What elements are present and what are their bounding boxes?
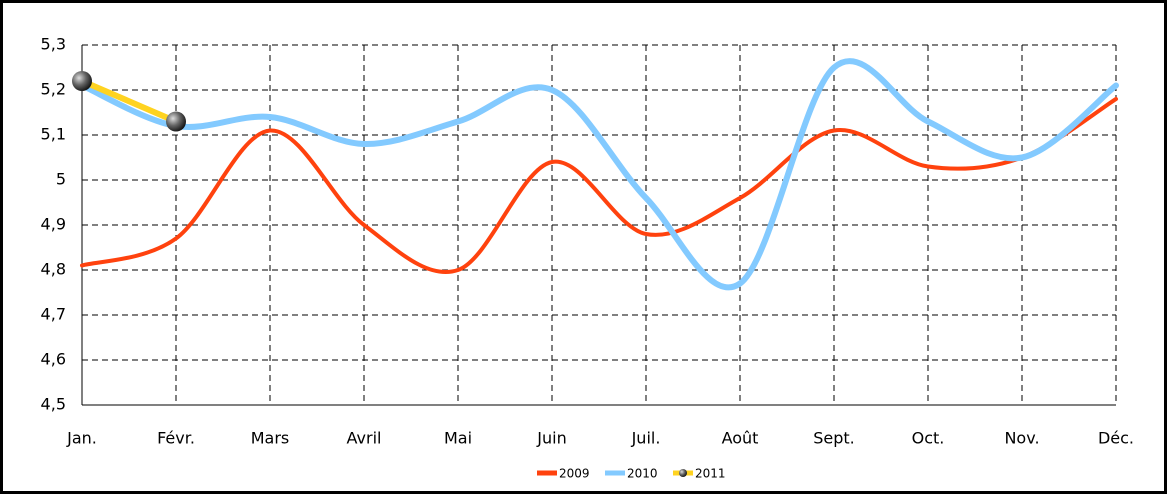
y-tick-label: 5 xyxy=(56,170,66,189)
legend-label: 2010 xyxy=(627,467,658,481)
series-line xyxy=(80,97,1118,274)
x-tick-label: Sept. xyxy=(813,429,855,448)
y-tick-label: 4,8 xyxy=(41,260,66,279)
x-tick-label: Nov. xyxy=(1004,429,1039,448)
point-marker xyxy=(166,111,186,132)
x-tick-label: Déc. xyxy=(1098,429,1134,448)
series-line xyxy=(79,58,1119,291)
legend-label: 2009 xyxy=(559,467,590,481)
y-tick-label: 4,6 xyxy=(41,350,66,369)
y-tick-label: 4,5 xyxy=(41,395,66,414)
x-tick-label: Févr. xyxy=(157,429,195,448)
x-tick-label: Août xyxy=(722,429,759,448)
y-tick-label: 5,3 xyxy=(41,35,66,54)
x-tick-label: Jan. xyxy=(66,429,97,448)
x-tick-label: Mai xyxy=(444,429,472,448)
x-tick-label: Mars xyxy=(251,429,290,448)
x-tick-label: Juin xyxy=(536,429,566,448)
point-marker xyxy=(72,71,92,91)
y-tick-label: 5,2 xyxy=(41,80,66,99)
y-tick-label: 4,9 xyxy=(41,215,66,234)
x-tick-label: Juil. xyxy=(631,429,661,448)
y-tick-label: 4,7 xyxy=(41,305,66,324)
y-tick-label: 5,1 xyxy=(41,125,66,144)
legend-label: 2011 xyxy=(695,467,726,481)
x-tick-label: Oct. xyxy=(912,429,945,448)
x-tick-label: Avril xyxy=(347,429,382,448)
legend-marker xyxy=(679,469,687,477)
